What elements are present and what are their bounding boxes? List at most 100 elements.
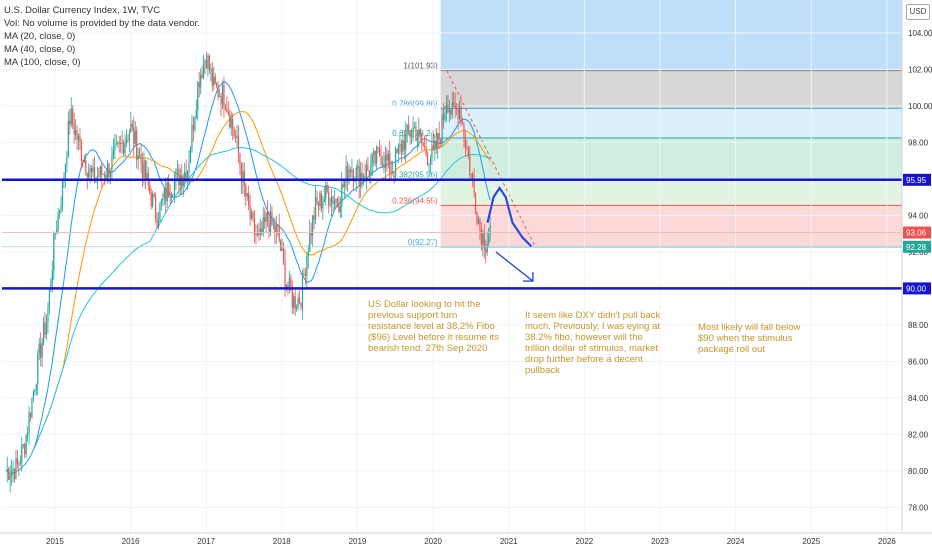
candle-body bbox=[409, 132, 411, 138]
candle-body bbox=[317, 202, 320, 206]
candle-body bbox=[275, 224, 277, 233]
candle-body bbox=[282, 248, 285, 262]
candle-body bbox=[61, 181, 64, 206]
candle-body bbox=[450, 109, 452, 115]
candle-body bbox=[287, 285, 289, 287]
candle-body bbox=[186, 171, 189, 182]
candle-body bbox=[127, 139, 129, 141]
candle-body bbox=[472, 173, 474, 181]
candle-body bbox=[54, 233, 56, 235]
candle-body bbox=[128, 132, 131, 141]
candle-body bbox=[300, 302, 302, 308]
candle-body bbox=[284, 261, 286, 288]
time-tick-label: 2023 bbox=[651, 537, 669, 546]
candle-body bbox=[447, 104, 449, 113]
candle-body bbox=[320, 193, 322, 209]
candle-body bbox=[218, 95, 221, 98]
candle-body bbox=[437, 133, 439, 149]
candle-body bbox=[397, 145, 400, 154]
annotation-note-1: US Dollar looking to hit the previous su… bbox=[368, 299, 499, 354]
candle-body bbox=[57, 213, 59, 230]
candle-body bbox=[211, 68, 213, 86]
fib-extension-zone bbox=[440, 0, 902, 71]
candle-body bbox=[304, 273, 306, 276]
candle-body bbox=[271, 211, 273, 225]
candle-body bbox=[121, 142, 123, 144]
candle-body bbox=[73, 124, 75, 135]
candle-body bbox=[13, 468, 16, 479]
candle-body bbox=[157, 220, 160, 228]
candle-body bbox=[202, 63, 205, 78]
candle-body bbox=[374, 151, 376, 164]
candle-body bbox=[239, 153, 241, 166]
candle-body bbox=[479, 219, 481, 229]
candle-body bbox=[104, 174, 106, 178]
candle-body bbox=[41, 342, 43, 358]
candle-body bbox=[425, 146, 427, 155]
candle-body bbox=[250, 212, 253, 219]
candle-body bbox=[448, 109, 450, 113]
candle-body bbox=[56, 229, 58, 234]
candle-body bbox=[249, 205, 251, 219]
candle-body bbox=[101, 165, 103, 175]
candle-body bbox=[368, 170, 370, 176]
candle-body bbox=[115, 143, 117, 146]
candle-body bbox=[390, 172, 392, 174]
candle-body bbox=[82, 160, 84, 163]
indicator-ma40[interactable]: MA (40, close, 0) bbox=[4, 44, 76, 55]
candle-body bbox=[85, 159, 87, 173]
indicator-ma20[interactable]: MA (20, close, 0) bbox=[4, 31, 76, 42]
candle-body bbox=[266, 212, 269, 222]
candle-body bbox=[117, 142, 119, 144]
candle-body bbox=[422, 142, 424, 146]
candle-body bbox=[258, 233, 260, 235]
candle-body bbox=[172, 194, 174, 196]
time-tick-label: 2024 bbox=[727, 537, 745, 546]
candle-body bbox=[265, 212, 267, 222]
candle-body bbox=[309, 231, 311, 251]
candle-body bbox=[383, 164, 385, 169]
currency-button[interactable]: USD bbox=[906, 4, 930, 20]
candle-body bbox=[175, 170, 177, 180]
candle-body bbox=[154, 195, 157, 217]
candle-body bbox=[335, 198, 337, 201]
candle-body bbox=[345, 166, 347, 180]
candle-body bbox=[237, 135, 240, 154]
projection-arrowhead bbox=[522, 272, 534, 282]
candle-body bbox=[124, 142, 126, 154]
candle-body bbox=[214, 76, 216, 84]
candle-body bbox=[188, 162, 190, 172]
time-tick-label: 2019 bbox=[349, 537, 367, 546]
time-tick-label: 2020 bbox=[424, 537, 442, 546]
price-tick-label: 102.00 bbox=[908, 65, 932, 74]
candle-body bbox=[438, 133, 440, 140]
candle-body bbox=[242, 170, 244, 182]
candle-body bbox=[442, 114, 445, 120]
candle-body bbox=[298, 298, 301, 303]
candle-body bbox=[210, 68, 212, 70]
candle-body bbox=[169, 196, 171, 198]
price-badge bbox=[903, 240, 931, 253]
candle-body bbox=[466, 147, 468, 150]
ma100-line bbox=[5, 147, 491, 475]
price-tick-label: 88.00 bbox=[908, 321, 929, 330]
candle-body bbox=[34, 390, 36, 392]
candle-body bbox=[306, 256, 308, 276]
candle-body bbox=[197, 82, 199, 110]
candle-body bbox=[454, 104, 456, 109]
candle-body bbox=[272, 223, 274, 225]
candle-body bbox=[394, 149, 397, 173]
candle-body bbox=[162, 197, 164, 200]
candle-body bbox=[18, 464, 20, 466]
candle-body bbox=[224, 106, 227, 109]
candle-body bbox=[339, 206, 341, 212]
price-tick-label: 78.00 bbox=[908, 503, 929, 512]
candle-body bbox=[380, 156, 382, 166]
candle-body bbox=[415, 126, 417, 142]
candle-body bbox=[290, 277, 292, 291]
candle-body bbox=[416, 137, 418, 142]
candle-body bbox=[341, 184, 343, 207]
candle-body bbox=[346, 166, 349, 182]
price-tick-label: 104.00 bbox=[908, 29, 932, 38]
indicator-ma100[interactable]: MA (100, close, 0) bbox=[4, 57, 81, 68]
